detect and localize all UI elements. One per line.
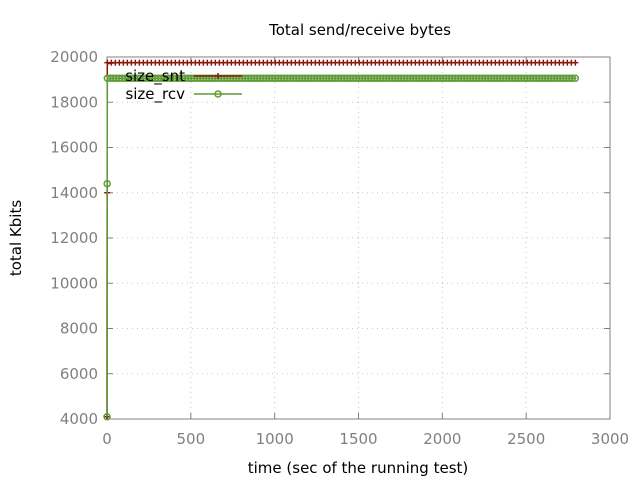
x-axis-label: time (sec of the running test) xyxy=(248,459,469,477)
legend-label: size_snt xyxy=(125,67,185,86)
legend-label: size_rcv xyxy=(125,85,185,104)
grid-lines xyxy=(107,57,610,419)
x-tick-label: 2500 xyxy=(507,430,545,448)
legend-entry-size_rcv: size_rcv xyxy=(125,85,242,104)
y-tick-label: 4000 xyxy=(60,410,98,428)
legend-marker xyxy=(214,90,222,98)
data-point xyxy=(103,412,111,421)
x-tick-label: 0 xyxy=(102,430,112,448)
legend-marker xyxy=(215,73,221,79)
x-tick-label: 1500 xyxy=(339,430,377,448)
x-tick-label: 3000 xyxy=(591,430,629,448)
y-tick-label: 18000 xyxy=(50,93,98,111)
x-tick-label: 1000 xyxy=(256,430,294,448)
y-tick-label: 16000 xyxy=(50,139,98,157)
data-point xyxy=(568,74,577,83)
axes: 0 500 1000 1500 2000 2500 3000 4000 6000 8000 1000… xyxy=(50,48,629,448)
y-tick-label: 10000 xyxy=(50,274,98,292)
y-tick-label: 6000 xyxy=(60,365,98,383)
series-line xyxy=(106,61,577,417)
data-point xyxy=(103,179,111,188)
y-tick-label: 8000 xyxy=(60,320,98,338)
x-tick-label: 2000 xyxy=(423,430,461,448)
y-tick-label: 12000 xyxy=(50,229,98,247)
series-layer xyxy=(103,59,580,421)
legend-entry-size_snt: size_snt xyxy=(125,67,242,86)
series-size_snt xyxy=(104,59,579,420)
y-axis-label: total Kbits xyxy=(7,200,25,276)
chart-title: Total send/receive bytes xyxy=(268,21,451,39)
y-tick-label: 20000 xyxy=(50,48,98,66)
series-line xyxy=(106,77,577,417)
data-point xyxy=(571,74,580,83)
series-size_rcv xyxy=(103,74,580,421)
data-point xyxy=(572,59,579,66)
y-tick-label: 14000 xyxy=(50,184,98,202)
x-tick-label: 500 xyxy=(177,430,206,448)
